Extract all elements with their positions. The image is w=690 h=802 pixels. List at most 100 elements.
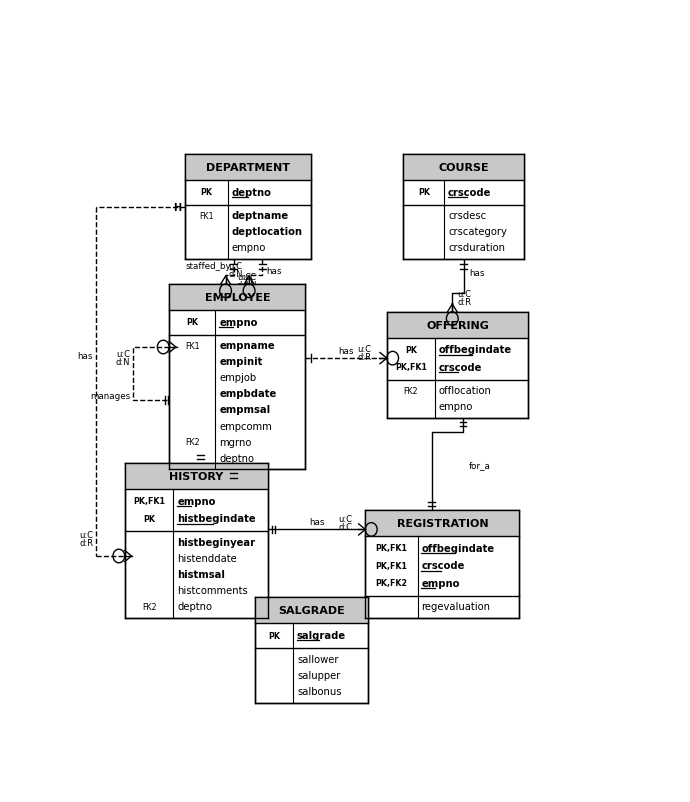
Text: PK,FK1: PK,FK1 (395, 363, 427, 372)
Bar (387, 312, 529, 338)
Text: PK: PK (418, 188, 430, 197)
Text: histbeginyear: histbeginyear (177, 537, 255, 547)
Text: hasu:C: hasu:C (208, 470, 236, 480)
Text: d:N: d:N (242, 281, 257, 290)
Text: empname: empname (219, 341, 275, 350)
Text: PK,FK2: PK,FK2 (375, 578, 408, 587)
Text: has: has (78, 351, 93, 360)
Text: PK: PK (143, 514, 155, 523)
Text: u:C: u:C (242, 273, 256, 282)
Text: empjob: empjob (219, 373, 257, 383)
Text: d:R: d:R (373, 523, 387, 532)
Text: REGISTRATION: REGISTRATION (397, 519, 489, 529)
Text: crscode: crscode (439, 363, 482, 372)
Bar (169, 285, 306, 470)
Bar (125, 464, 268, 618)
Text: empno: empno (219, 318, 257, 327)
Text: has: has (469, 269, 484, 278)
Text: histcomments: histcomments (177, 585, 248, 595)
Text: FK1: FK1 (185, 341, 199, 350)
Text: PK: PK (268, 631, 280, 640)
Text: d:R: d:R (457, 298, 472, 306)
Text: histmsal: histmsal (177, 569, 225, 579)
Text: u:C: u:C (357, 344, 371, 354)
Text: d:R: d:R (79, 538, 93, 547)
Text: empno: empno (439, 402, 473, 412)
Text: has: has (338, 346, 354, 355)
Bar (404, 155, 524, 260)
Bar (169, 285, 306, 310)
Text: d:C: d:C (208, 478, 221, 488)
Text: crsdesc: crsdesc (448, 211, 486, 221)
Text: deptno: deptno (219, 453, 254, 463)
Text: d:C: d:C (338, 523, 352, 532)
Text: crscategory: crscategory (448, 227, 507, 237)
Text: PK: PK (405, 346, 417, 354)
Text: deptname: deptname (232, 211, 289, 221)
Text: offlocation: offlocation (439, 386, 491, 396)
Text: PK,FK1: PK,FK1 (375, 544, 408, 553)
Bar (387, 312, 529, 419)
Text: PK: PK (186, 318, 198, 326)
Text: FK1: FK1 (199, 212, 214, 221)
Text: u:C: u:C (373, 515, 387, 524)
Bar (125, 464, 268, 489)
Text: mgrno: mgrno (219, 437, 252, 447)
Text: PK,FK1: PK,FK1 (375, 561, 408, 570)
Text: PK: PK (201, 188, 213, 197)
Text: EMPLOYEE: EMPLOYEE (204, 293, 270, 302)
Text: u:C: u:C (228, 261, 242, 270)
Bar (366, 511, 520, 618)
Text: staffed_by: staffed_by (186, 261, 231, 270)
Bar (255, 597, 368, 703)
Text: d:N: d:N (228, 269, 243, 278)
Text: salupper: salupper (297, 670, 340, 680)
Text: DEPARTMENT: DEPARTMENT (206, 163, 290, 173)
Text: u:C: u:C (79, 530, 93, 539)
Text: u:C: u:C (116, 349, 130, 358)
Text: crscode: crscode (422, 561, 465, 570)
Text: FK2: FK2 (404, 387, 418, 395)
Text: empno: empno (177, 496, 215, 506)
Text: empinit: empinit (219, 357, 263, 367)
Text: empno: empno (232, 243, 266, 253)
Text: d:N: d:N (237, 281, 251, 290)
Text: salbonus: salbonus (297, 686, 342, 696)
Text: histenddate: histenddate (177, 553, 237, 563)
Text: u:C: u:C (457, 290, 472, 298)
Text: offbegindate: offbegindate (422, 543, 495, 553)
Text: empno: empno (422, 578, 460, 588)
Text: manages: manages (90, 391, 130, 400)
Text: for_a: for_a (469, 460, 490, 469)
Text: has: has (266, 266, 282, 276)
Text: deptno: deptno (232, 188, 272, 197)
Text: HISTORY: HISTORY (169, 472, 224, 482)
Text: crscode: crscode (448, 188, 491, 197)
Text: sallower: sallower (297, 654, 339, 664)
Text: u:C: u:C (338, 515, 352, 524)
Text: COURSE: COURSE (438, 163, 489, 173)
Text: SALGRADE: SALGRADE (278, 606, 345, 616)
Text: histbegindate: histbegindate (177, 513, 256, 524)
Bar (185, 155, 310, 260)
Text: d:R: d:R (357, 352, 371, 362)
Text: has: has (309, 517, 324, 526)
Text: crsduration: crsduration (448, 243, 505, 253)
Text: deptno: deptno (177, 602, 213, 611)
Text: empmsal: empmsal (219, 405, 270, 415)
Text: FK2: FK2 (142, 602, 157, 611)
Text: deptlocation: deptlocation (232, 227, 303, 237)
Bar (366, 511, 520, 537)
Bar (404, 155, 524, 180)
Text: regevaluation: regevaluation (422, 602, 491, 611)
Text: FK2: FK2 (185, 438, 199, 447)
Text: empbdate: empbdate (219, 389, 277, 399)
Bar (255, 597, 368, 624)
Text: H: H (172, 202, 181, 213)
Text: u:C: u:C (237, 273, 250, 282)
Text: salgrade: salgrade (297, 630, 346, 640)
Bar (185, 155, 310, 180)
Text: offbegindate: offbegindate (439, 345, 512, 355)
Text: OFFERING: OFFERING (426, 320, 489, 330)
Text: empcomm: empcomm (219, 421, 272, 431)
